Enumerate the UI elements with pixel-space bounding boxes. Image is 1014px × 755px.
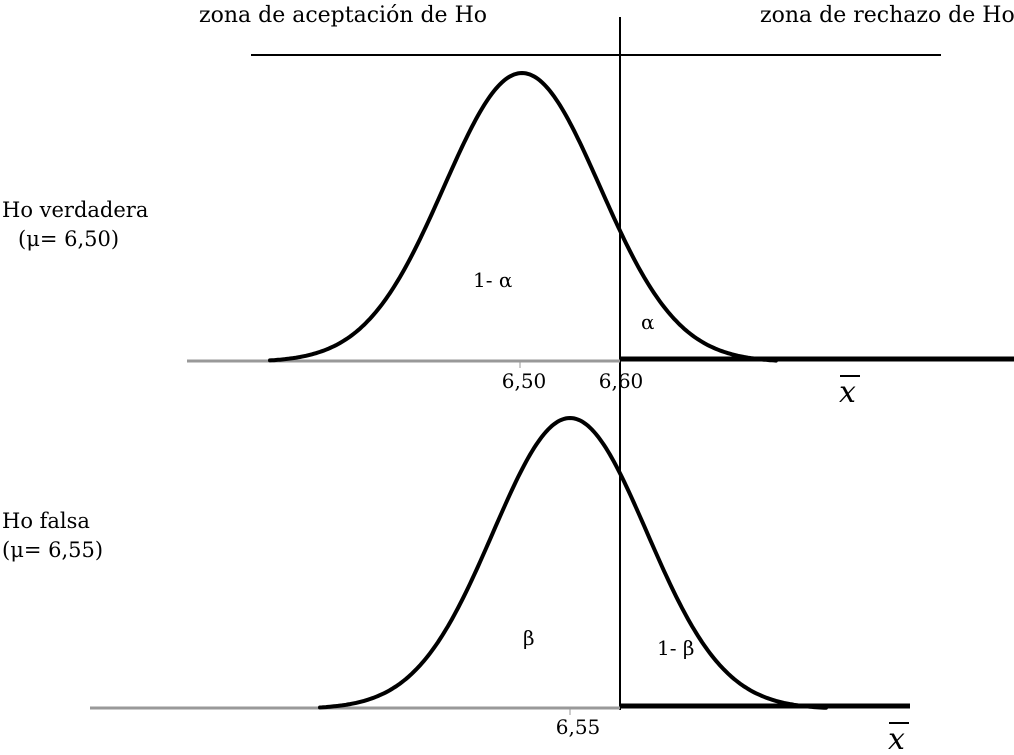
null-distribution-curve <box>268 70 778 363</box>
hypothesis-false-mu: (μ= 6,55) <box>2 538 103 562</box>
alpha-area-label: α <box>641 310 655 334</box>
hypothesis-true-label: Ho verdadera <box>2 198 148 222</box>
power-area-label: 1- β <box>657 636 694 660</box>
critical-tick-label: 6,60 <box>599 369 644 393</box>
axis-label-true: x <box>839 375 856 410</box>
mean-tick-label-false: 6,55 <box>556 715 601 739</box>
hypothesis-false-label: Ho falsa <box>2 509 90 533</box>
axis-label-false: x <box>888 722 905 755</box>
acceptance-zone-label: zona de aceptación de Ho <box>199 3 487 28</box>
hypothesis-true-mu: (μ= 6,50) <box>18 227 119 251</box>
beta-area-label: β <box>523 626 535 650</box>
alternative-distribution-curve <box>318 415 828 710</box>
acceptance-area-label: 1- α <box>473 268 512 292</box>
rejection-zone-label: zona de rechazo de Ho <box>760 3 1014 28</box>
mean-tick-label-true: 6,50 <box>502 369 547 393</box>
